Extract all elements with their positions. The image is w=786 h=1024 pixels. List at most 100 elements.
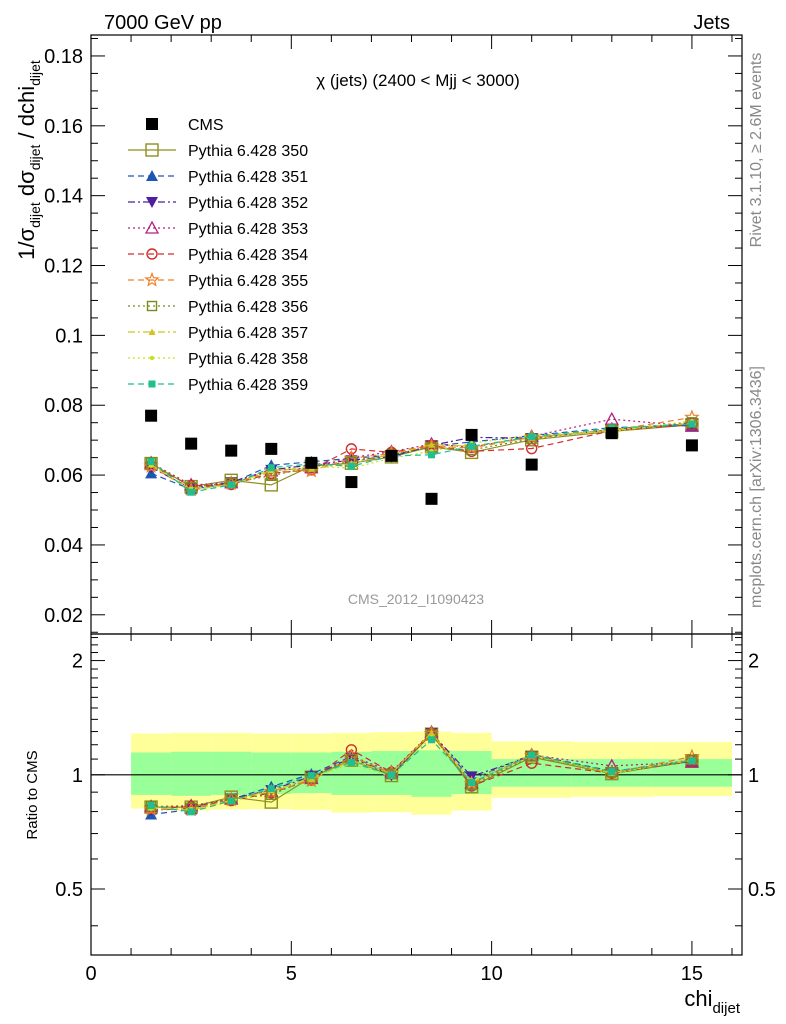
legend-label: Pythia 6.428 355 [188,273,308,290]
y-tick-label: 0.12 [44,256,83,278]
data-point [345,443,358,455]
legend-item: Pythia 6.428 352 [128,195,308,212]
y-tick-label: 0.04 [44,535,83,557]
legend-marker [148,380,156,388]
data-point [605,427,618,440]
y-tick-label: 0.1 [55,325,83,347]
series-line [150,423,692,487]
ratio-series-pythia-6-428-359 [147,736,696,816]
legend-label: Pythia 6.428 352 [188,195,308,212]
data-point [345,476,358,489]
legend-marker [148,328,156,335]
legend-marker [146,248,158,260]
legend-item: Pythia 6.428 353 [128,220,308,238]
legend-label: Pythia 6.428 358 [188,351,308,368]
legend-label: Pythia 6.428 357 [188,325,308,342]
legend-item: Pythia 6.428 356 [128,299,308,316]
ratio-point [428,736,436,744]
process-label: Jets [693,12,730,34]
data-point [187,488,195,496]
ratio-line [151,731,692,808]
data-point [685,439,698,452]
ratio-point [147,802,155,810]
data-point [688,420,696,428]
rivet-label: Rivet 3.1.10, ≥ 2.6M events [748,53,765,248]
ratio-point [187,808,195,816]
data-point [385,449,398,462]
data-point [227,481,235,489]
x-tick-label: 5 [286,963,297,985]
series-line [150,421,692,488]
y-axis-label: 1/σdijet dσdijet / dchidijet [14,60,43,260]
ratio-point [528,751,536,759]
legend: CMS Pythia 6.428 350 Pythia 6.428 351 Pythi… [128,117,308,394]
analysis-watermark: CMS_2012_I1090423 [348,591,484,607]
energy-label: 7000 GeV pp [104,12,222,34]
ratio-y-tick-label-right: 1 [748,765,759,787]
legend-item: Pythia 6.428 358 [128,351,308,368]
ratio-frame [90,633,743,956]
mcplots-label: mcplots.cern.ch [arXiv:1306.3436] [748,366,765,608]
ratio-point [387,771,395,779]
legend-item: Pythia 6.428 351 [128,169,308,186]
y-tick-label: 0.14 [44,186,83,208]
ratio-y-tick-label: 2 [72,651,83,673]
x-tick-label: 10 [480,963,502,985]
inner-uncertainty-band [411,750,452,797]
legend-label: Pythia 6.428 356 [188,299,308,316]
series-line [150,422,692,492]
data-point [147,457,155,465]
data-point [425,492,438,505]
legend-item: CMS [146,117,224,134]
legend-label: Pythia 6.428 350 [188,143,308,160]
data-point [465,428,478,441]
legend-label: CMS [188,117,224,134]
ratio-point [307,772,315,780]
ratio-point [468,779,476,787]
series-line [150,423,692,493]
data-point [265,442,278,455]
ratio-y-axis-label: Ratio to CMS [24,750,41,839]
series-line [150,418,692,486]
data-point [528,433,536,441]
data-point [225,444,238,457]
inner-uncertainty-band [131,752,172,795]
legend-marker [144,220,160,234]
data-point [468,442,476,450]
ratio-y-tick-label-right: 0.5 [748,879,776,901]
legend-marker [149,355,155,361]
data-point [185,437,198,450]
data-point [267,464,275,472]
main-panel: 0.02 0.04 0.06 0.08 0.1 0.12 0.14 0.16 0.181/σdi… [14,34,743,635]
series-line [150,420,692,490]
ratio-point [347,758,355,766]
legend-label: Pythia 6.428 351 [188,169,308,186]
data-point [305,456,318,469]
y-tick-label: 0.18 [44,46,83,68]
x-tick-label: 0 [85,963,96,985]
y-tick-label: 0.02 [44,605,83,627]
y-tick-label: 0.08 [44,395,83,417]
inner-uncertainty-band [171,751,212,796]
ratio-y-tick-label: 1 [72,765,83,787]
legend-marker [146,170,158,181]
legend-marker [144,271,160,287]
ratio-line [151,731,692,812]
legend-item: Pythia 6.428 359 [128,377,308,394]
ratio-point [267,785,275,793]
ratio-point [227,797,235,805]
data-point [428,451,436,459]
plot-title: χ (jets) (2400 < Mjj < 3000) [316,71,520,90]
ratio-y-tick-label-right: 2 [748,651,759,673]
legend-item: Pythia 6.428 354 [128,247,308,264]
data-point [347,462,355,470]
data-point [145,409,158,422]
legend-label: Pythia 6.428 354 [188,247,308,264]
legend-marker [145,143,159,157]
legend-label: Pythia 6.428 353 [188,221,308,238]
data-point [525,458,538,471]
legend-item: Pythia 6.428 357 [128,325,308,342]
y-tick-label: 0.06 [44,465,83,487]
y-tick-label: 0.16 [44,116,83,138]
